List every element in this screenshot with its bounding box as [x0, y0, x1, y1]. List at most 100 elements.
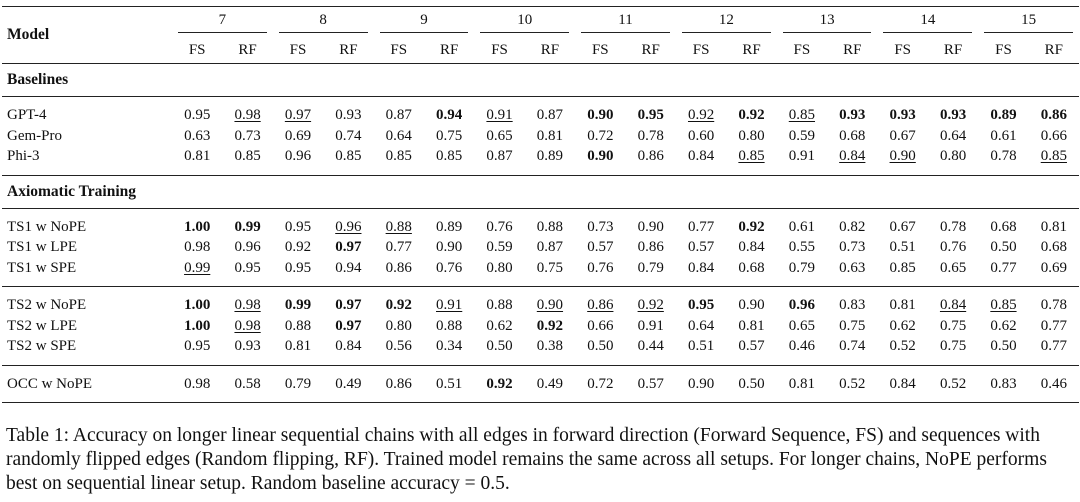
- value-cell: 0.82: [827, 217, 877, 238]
- value-text: 0.73: [587, 218, 614, 235]
- value-text: 0.76: [486, 218, 513, 235]
- value-text: 0.96: [335, 218, 362, 235]
- metric-header: FS: [491, 41, 508, 58]
- value-cell: 0.56: [374, 336, 424, 357]
- value-cell: 0.94: [323, 258, 373, 279]
- value-text: 0.87: [536, 107, 564, 124]
- value-cell: 0.98: [172, 374, 222, 395]
- value-cell: 0.85: [222, 146, 272, 167]
- value-text: 0.84: [889, 375, 916, 392]
- value-text: 0.92: [536, 317, 564, 334]
- value-cell: 0.84: [676, 146, 726, 167]
- header-group-row: Model 7 8 9 10 11 12 13 14 15: [2, 6, 1080, 64]
- metric-header: RF: [1044, 41, 1064, 58]
- value-text: 0.52: [889, 338, 916, 355]
- value-text: 0.96: [788, 297, 816, 314]
- value-cell: 1.00: [172, 316, 222, 337]
- value-text: 1.00: [184, 218, 211, 235]
- value-cell: 0.92: [726, 105, 776, 126]
- value-text: 0.52: [839, 375, 866, 392]
- value-text: 0.95: [284, 259, 312, 276]
- value-cell: 0.75: [928, 336, 978, 357]
- value-cell: 0.34: [424, 336, 474, 357]
- table-row: TS1 w NoPE 1.00 0.99 0.95 0.96 0.88 0.89 0.76 0.…: [2, 217, 1079, 238]
- value-cell: 0.77: [1029, 336, 1079, 357]
- value-cell: 0.77: [374, 237, 424, 258]
- value-cell: 0.86: [575, 295, 625, 316]
- value-text: 0.61: [990, 127, 1017, 144]
- value-cell: 0.90: [726, 295, 776, 316]
- value-text: 0.98: [234, 297, 261, 314]
- value-text: 0.63: [839, 259, 866, 276]
- value-cell: 0.73: [827, 237, 877, 258]
- value-cell: 0.76: [424, 258, 474, 279]
- value-cell: 0.84: [928, 295, 978, 316]
- value-cell: 0.57: [575, 237, 625, 258]
- value-text: 0.85: [335, 148, 362, 165]
- value-text: 0.66: [1040, 127, 1067, 144]
- value-cell: 0.59: [777, 126, 827, 147]
- value-cell: 0.93: [222, 336, 272, 357]
- value-cell: 0.88: [374, 217, 424, 238]
- value-cell: 0.62: [474, 316, 524, 337]
- metric-header: FS: [289, 41, 307, 58]
- block-gap: [2, 364, 1080, 374]
- value-cell: 0.68: [978, 217, 1028, 238]
- value-cell: 0.96: [222, 237, 272, 258]
- value-cell: 0.79: [777, 258, 827, 279]
- value-text: 0.96: [284, 148, 312, 165]
- value-cell: 0.89: [525, 146, 575, 167]
- value-cell: 0.79: [273, 374, 323, 395]
- value-text: 0.90: [587, 148, 614, 165]
- value-cell: 0.62: [978, 316, 1028, 337]
- value-cell: 0.97: [323, 316, 373, 337]
- value-cell: 0.92: [626, 295, 676, 316]
- value-cell: 0.76: [474, 217, 524, 238]
- value-text: 0.93: [335, 107, 362, 124]
- value-text: 0.81: [1040, 218, 1067, 235]
- results-table-container: Model 7 8 9 10 11 12 13 14 15 FS RF FS RF FS RF FS RF FS RF…: [2, 6, 1080, 403]
- chain-length-label: 14: [883, 12, 973, 33]
- value-text: 0.57: [587, 239, 614, 256]
- value-cell: 0.59: [474, 237, 524, 258]
- value-text: 0.92: [738, 107, 765, 124]
- value-cell: 0.81: [777, 374, 827, 395]
- value-cell: 0.98: [222, 295, 272, 316]
- metric-header: FS: [995, 41, 1012, 58]
- value-cell: 0.85: [424, 146, 474, 167]
- model-name: TS1 w NoPE: [7, 218, 87, 235]
- value-text: 0.78: [637, 127, 664, 144]
- value-text: 0.98: [184, 375, 211, 392]
- value-text: 0.88: [536, 218, 564, 235]
- value-cell: 0.72: [575, 374, 625, 395]
- value-text: 0.64: [385, 127, 412, 144]
- value-cell: 0.89: [424, 217, 474, 238]
- value-cell: 0.84: [877, 374, 927, 395]
- value-cell: 0.97: [273, 105, 323, 126]
- value-text: 0.88: [385, 218, 412, 235]
- value-text: 0.97: [335, 297, 362, 314]
- model-column-header: Model: [2, 6, 172, 64]
- value-cell: 0.78: [1029, 295, 1079, 316]
- value-text: 0.91: [788, 148, 816, 165]
- value-cell: 0.88: [474, 295, 524, 316]
- metric-header: RF: [439, 41, 459, 58]
- chain-length-header: 11: [575, 6, 676, 37]
- value-text: 0.88: [436, 317, 463, 334]
- block-gap: [2, 167, 1079, 176]
- value-text: 0.38: [536, 338, 564, 355]
- value-text: 0.34: [436, 338, 463, 355]
- value-text: 0.94: [335, 259, 362, 276]
- value-text: 0.84: [687, 148, 715, 165]
- value-cell: 0.44: [626, 336, 676, 357]
- value-cell: 0.97: [323, 237, 373, 258]
- value-text: 0.44: [637, 338, 664, 355]
- value-cell: 0.84: [726, 237, 776, 258]
- table-row: TS1 w SPE 0.99 0.95 0.95 0.94 0.86 0.76 0.80 0.7…: [2, 258, 1079, 279]
- value-cell: 0.96: [777, 295, 827, 316]
- value-text: 0.62: [990, 317, 1017, 334]
- value-text: 1.00: [184, 297, 211, 314]
- value-cell: 0.80: [374, 316, 424, 337]
- value-cell: 0.76: [575, 258, 625, 279]
- chain-length-label: 10: [480, 12, 570, 33]
